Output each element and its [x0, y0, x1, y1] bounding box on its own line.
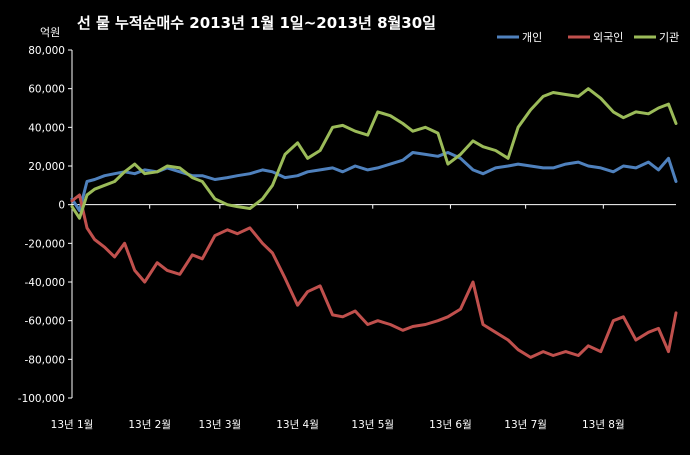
chart-title: 선 물 누적순매수 2013년 1월 1일~2013년 8월30일 [77, 14, 436, 32]
y-tick-label: 0 [58, 200, 65, 212]
series-line-1 [70, 193, 678, 359]
y-axis-ticks: 80,000 60,000 40,000 20,000 0 -20,000 -40,000 -… [18, 45, 72, 405]
series-line-0 [70, 151, 678, 212]
y-unit-label: 억원 [40, 26, 60, 39]
y-tick-label: 80,000 [28, 45, 65, 57]
y-tick-label: -60,000 [24, 316, 65, 328]
legend-label-2: 기관 [659, 31, 679, 44]
x-tick-label: 13년 4월 [276, 419, 319, 431]
legend: 개인 외국인 기관 [497, 31, 679, 44]
x-tick-label: 13년 5월 [351, 419, 394, 431]
y-tick-label: 60,000 [28, 84, 65, 96]
y-tick-label: -20,000 [24, 238, 65, 250]
x-tick-label: 13년 2월 [128, 419, 171, 431]
x-tick-label: 13년 7월 [504, 419, 547, 431]
y-tick-label: -80,000 [24, 354, 65, 366]
series-lines [70, 87, 678, 359]
x-tick-label: 13년 6월 [429, 419, 472, 431]
legend-label-1: 외국인 [593, 31, 623, 44]
series-line-2 [70, 87, 678, 220]
y-tick-label: 20,000 [28, 161, 65, 173]
x-tick-label: 13년 8월 [582, 419, 625, 431]
x-axis-ticks: 13년 1월 13년 2월 13년 3월 13년 4월 13년 5월 13년 6월 13년 … [51, 204, 625, 431]
y-tick-label: -100,000 [18, 393, 65, 405]
legend-label-0: 개인 [522, 31, 542, 44]
y-tick-label: -40,000 [24, 277, 65, 289]
x-tick-label: 13년 1월 [51, 419, 94, 431]
y-tick-label: 40,000 [28, 122, 65, 134]
axes [71, 50, 676, 398]
x-tick-label: 13년 3월 [199, 419, 242, 431]
